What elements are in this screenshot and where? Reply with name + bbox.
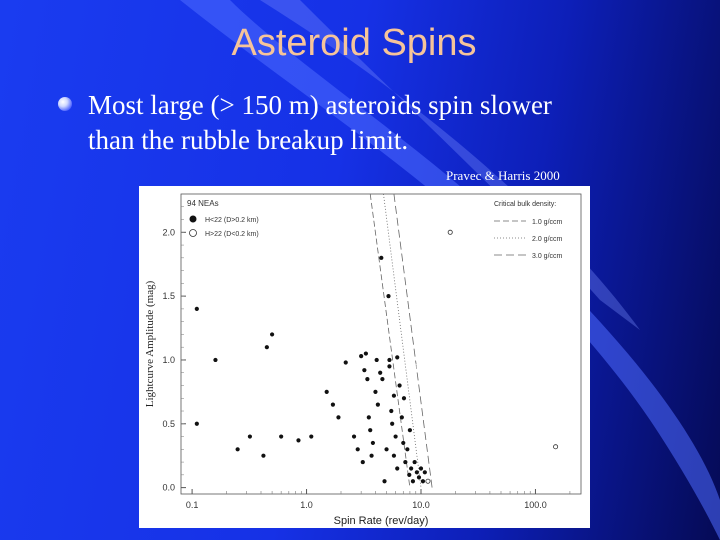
critical-density-line bbox=[393, 193, 433, 488]
data-point-large bbox=[235, 447, 240, 452]
y-tick-label: 2.0 bbox=[162, 227, 175, 237]
data-point-large bbox=[343, 360, 348, 365]
data-point-large bbox=[324, 389, 329, 394]
y-tick-label: 0.0 bbox=[162, 483, 175, 493]
annotation-label: 3.0 g/cc bbox=[426, 358, 473, 373]
slide-title: Asteroid Spins bbox=[231, 22, 477, 64]
data-point-large bbox=[296, 438, 301, 443]
left-arrow-icon: ⇐ bbox=[412, 358, 423, 373]
density-legend-item: 2.0 g/ccm bbox=[532, 236, 563, 243]
data-point-large bbox=[395, 466, 400, 471]
data-point-large bbox=[269, 332, 275, 337]
y-tick-label: 1.5 bbox=[162, 291, 175, 301]
data-point-large bbox=[247, 434, 253, 439]
data-point-large bbox=[386, 294, 391, 299]
density-legend-item: 3.0 g/ccm bbox=[532, 253, 563, 260]
data-point-large bbox=[351, 434, 357, 439]
data-point-large bbox=[368, 428, 373, 433]
y-tick-label: 0.5 bbox=[162, 419, 175, 429]
data-point-large bbox=[403, 459, 408, 465]
data-point-large bbox=[387, 364, 392, 369]
data-point-large bbox=[405, 447, 410, 452]
data-point-large bbox=[397, 383, 402, 388]
data-point-large bbox=[422, 470, 427, 475]
data-point-small bbox=[447, 229, 453, 235]
legend-title: 94 NEAs bbox=[187, 199, 219, 208]
x-tick-label: 10.0 bbox=[412, 500, 430, 510]
data-point-large bbox=[389, 408, 394, 414]
data-point-large bbox=[261, 453, 266, 458]
data-point-large bbox=[382, 479, 387, 484]
data-point-large bbox=[380, 377, 385, 382]
bullet-line-1: Most large (> 150 m) asteroids spin slow… bbox=[88, 90, 552, 120]
data-point-large bbox=[407, 472, 412, 477]
data-point-large bbox=[401, 440, 406, 446]
data-point-large bbox=[362, 368, 367, 373]
density-annotation: ⇐ 3.0 g/cc bbox=[412, 358, 472, 374]
data-point-large bbox=[393, 434, 398, 439]
data-point-large bbox=[379, 255, 384, 260]
data-point-large bbox=[373, 389, 378, 394]
bullet-text: Most large (> 150 m) asteroids spin slow… bbox=[88, 88, 688, 158]
data-point-large bbox=[390, 421, 395, 426]
data-point-large bbox=[366, 415, 371, 420]
data-point-large bbox=[412, 459, 417, 465]
y-tick-label: 1.0 bbox=[162, 355, 175, 365]
data-point-large bbox=[365, 377, 370, 382]
data-point-large bbox=[401, 396, 407, 401]
data-point-large bbox=[370, 440, 376, 446]
data-point-large bbox=[420, 479, 426, 484]
data-point-large bbox=[387, 357, 392, 363]
density-legend-title: Critical bulk density: bbox=[494, 201, 556, 208]
plot-frame bbox=[180, 193, 582, 495]
data-point-large bbox=[378, 370, 383, 375]
data-point-large bbox=[395, 355, 400, 360]
figure-panel: 0.1 1.0 10.0 100.0 0.0 0.5 1.0 1.5 2.0 Spin Rate … bbox=[139, 186, 590, 528]
data-point-large bbox=[279, 434, 284, 439]
data-point-large bbox=[330, 402, 336, 407]
figure-credit: Pravec & Harris 2000 bbox=[446, 168, 560, 183]
data-point-large bbox=[194, 306, 199, 311]
data-point-large bbox=[416, 475, 422, 480]
data-point-large bbox=[391, 453, 397, 458]
data-point-large bbox=[355, 447, 360, 452]
data-point-large bbox=[410, 479, 416, 484]
data-point-large bbox=[409, 466, 414, 471]
data-point-large bbox=[264, 345, 269, 350]
legend-marker-large bbox=[189, 215, 197, 223]
x-tick-label: 1.0 bbox=[300, 500, 313, 510]
data-point-large bbox=[309, 434, 314, 439]
critical-density-line bbox=[383, 193, 422, 488]
data-point-large bbox=[374, 357, 379, 363]
critical-density-line bbox=[369, 193, 411, 488]
bullet-line-2: than the rubble breakup limit. bbox=[88, 125, 409, 155]
x-tick-label: 0.1 bbox=[186, 500, 199, 510]
data-point-large bbox=[369, 453, 374, 458]
data-point-large bbox=[194, 421, 199, 426]
x-axis-label: Spin Rate (rev/day) bbox=[334, 515, 429, 527]
data-point-small bbox=[553, 444, 559, 450]
x-tick-label: 100.0 bbox=[524, 500, 547, 510]
data-point-large bbox=[418, 466, 424, 471]
data-point-large bbox=[407, 428, 413, 433]
data-point-small bbox=[425, 478, 431, 484]
bullet-icon bbox=[58, 97, 72, 111]
data-point-large bbox=[384, 447, 389, 452]
legend-marker-small bbox=[189, 229, 197, 237]
legend-item-small: H>22 (D<0.2 km) bbox=[205, 231, 259, 238]
data-point-large bbox=[336, 415, 341, 420]
data-point-large bbox=[414, 470, 419, 475]
scatter-chart: 0.1 1.0 10.0 100.0 0.0 0.5 1.0 1.5 2.0 Spin Rate … bbox=[144, 193, 582, 527]
y-axis-label: Lightcurve Amplitude (mag) bbox=[144, 280, 156, 407]
legend-item-large: H<22 (D>0.2 km) bbox=[205, 217, 259, 224]
data-point-large bbox=[359, 354, 364, 359]
data-point-large bbox=[360, 459, 365, 465]
data-point-large bbox=[391, 393, 397, 398]
data-point-large bbox=[375, 402, 380, 407]
data-point-large bbox=[399, 415, 404, 420]
density-legend-item: 1.0 g/ccm bbox=[532, 219, 563, 226]
data-point-large bbox=[213, 357, 218, 363]
data-point-large bbox=[363, 351, 368, 356]
